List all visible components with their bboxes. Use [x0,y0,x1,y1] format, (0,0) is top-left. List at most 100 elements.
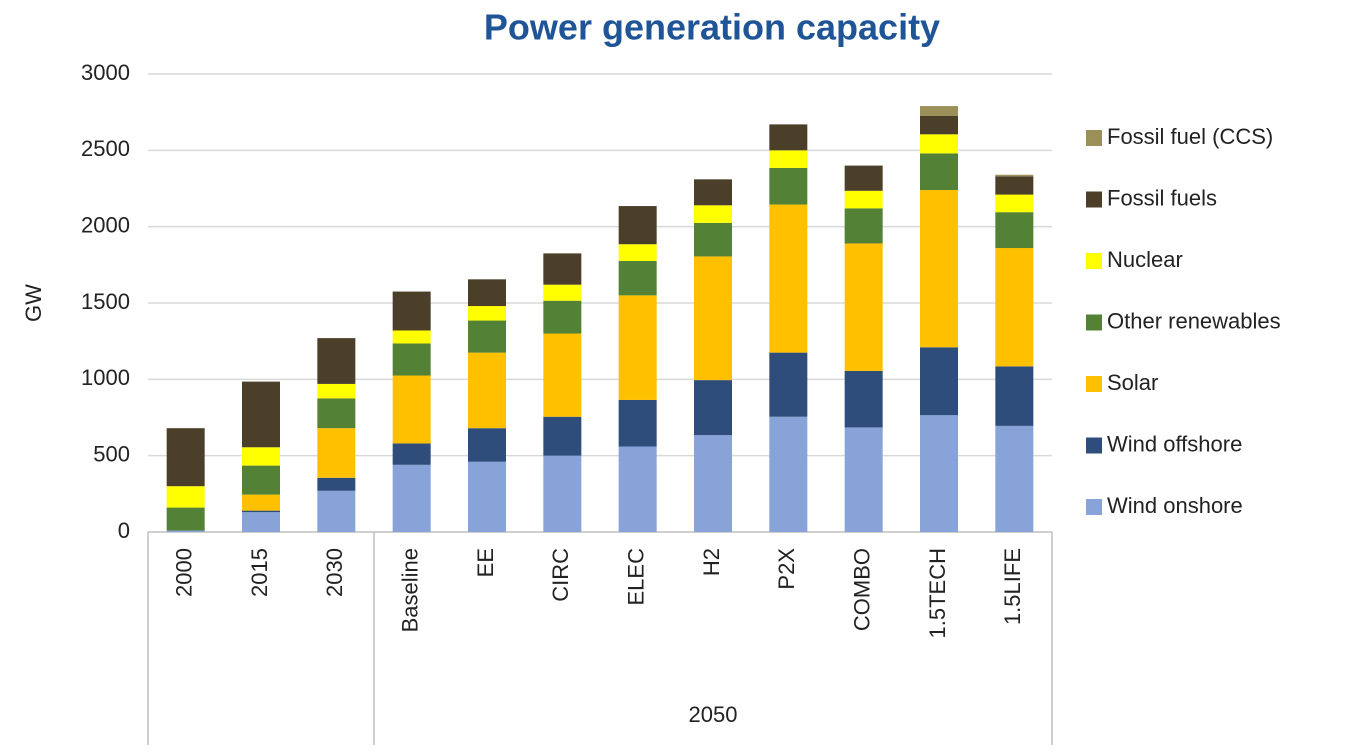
bar-segment [317,490,356,532]
bar-segment [618,446,657,532]
bar-segment [769,204,808,353]
legend-label: Nuclear [1107,247,1183,272]
bar-segment [694,222,732,257]
legend-swatch [1086,376,1102,392]
bar-segment [543,416,582,456]
x-tick-label: 2015 [247,548,272,597]
chart-title: Power generation capacity [484,7,940,48]
legend-label: Fossil fuel (CCS) [1107,124,1273,149]
bar-segment [995,212,1034,249]
legend-swatch [1086,130,1102,146]
bar-segment [618,206,657,245]
bar-segment [543,253,582,285]
y-tick-label: 3000 [81,60,130,85]
legend-label: Wind onshore [1107,493,1243,518]
bar-segment [392,291,431,331]
bar-segment [920,190,958,348]
bar-segment [543,284,582,301]
bar-segment [543,455,582,532]
bar-segment [317,477,356,491]
bar-segment [242,512,280,532]
legend-label: Wind offshore [1107,431,1242,456]
bar-segment [694,380,732,436]
bar-segment [920,153,958,191]
x-tick-label: ELEC [623,548,648,606]
bar-segment [166,507,205,531]
bar-segment [317,338,356,384]
bar-segment [468,306,506,321]
bar-segment [392,464,431,532]
legend-label: Other renewables [1107,308,1281,333]
bar-segment [166,428,205,487]
bar-segment [242,447,280,466]
y-axis-label: GW [21,284,46,322]
bar-segment [317,428,356,478]
x-tick-label: 2000 [171,548,196,597]
x-tick-label: P2X [774,548,799,590]
bar-segment [317,383,356,399]
y-tick-label: 0 [118,518,130,543]
bar-segment [242,510,280,513]
y-tick-label: 2500 [81,136,130,161]
y-tick-label: 1000 [81,365,130,390]
x-tick-label: COMBO [849,548,874,631]
bar-segment [242,465,280,495]
bar-segment [618,244,657,262]
y-tick-label: 2000 [81,212,130,237]
bar-segment [920,347,958,416]
bar-segment [694,435,732,532]
group-label: 2050 [689,702,738,727]
x-tick-label: H2 [699,548,724,576]
bar-segment [468,428,506,462]
bar-segment [995,176,1034,195]
legend-swatch [1086,253,1102,269]
bar-segment [242,381,280,448]
bar-segment [920,415,958,532]
bar-segment [468,320,506,353]
bar-segment [468,279,506,307]
bar-segment [920,134,958,154]
legend-swatch [1086,191,1102,208]
bar-segment [618,399,657,447]
bar-segment [543,333,582,417]
bar-segment [995,248,1034,367]
bar-segment [317,398,356,429]
bar-segment [769,352,808,417]
x-tick-label: EE [473,548,498,577]
x-tick-label: CIRC [548,548,573,602]
bar-segment [618,261,657,296]
legend-swatch [1086,314,1102,331]
x-tick-label: 2030 [322,548,347,597]
bar-segment [844,427,883,532]
legend-label: Fossil fuels [1107,185,1217,210]
x-tick-label: Baseline [397,548,422,632]
bar-segment [844,190,883,209]
bar-segment [769,150,808,168]
bar-segment [844,243,883,371]
bar-segment [694,205,732,223]
bar-segment [995,194,1034,213]
y-tick-label: 500 [93,441,130,466]
bar-segment [468,352,506,429]
bar-segment [166,486,205,508]
bar-segment [392,375,431,444]
x-tick-label: 1.5TECH [925,548,950,638]
bar-segment [844,165,883,191]
bar-segment [543,300,582,334]
legend-swatch [1086,437,1102,454]
bar-segment [844,208,883,244]
legend-label: Solar [1107,370,1158,395]
bar-segment [920,115,958,135]
bar-segment [694,179,732,206]
bar-segment [995,174,1034,177]
bar-segment [392,443,431,465]
x-tick-label: 1.5LIFE [1000,548,1025,625]
bar-segment [618,295,657,400]
bar-segment [392,330,431,344]
bar-segment [166,530,205,532]
bar-segment [995,425,1034,532]
bar-segment [769,167,808,205]
bar-segment [468,461,506,532]
